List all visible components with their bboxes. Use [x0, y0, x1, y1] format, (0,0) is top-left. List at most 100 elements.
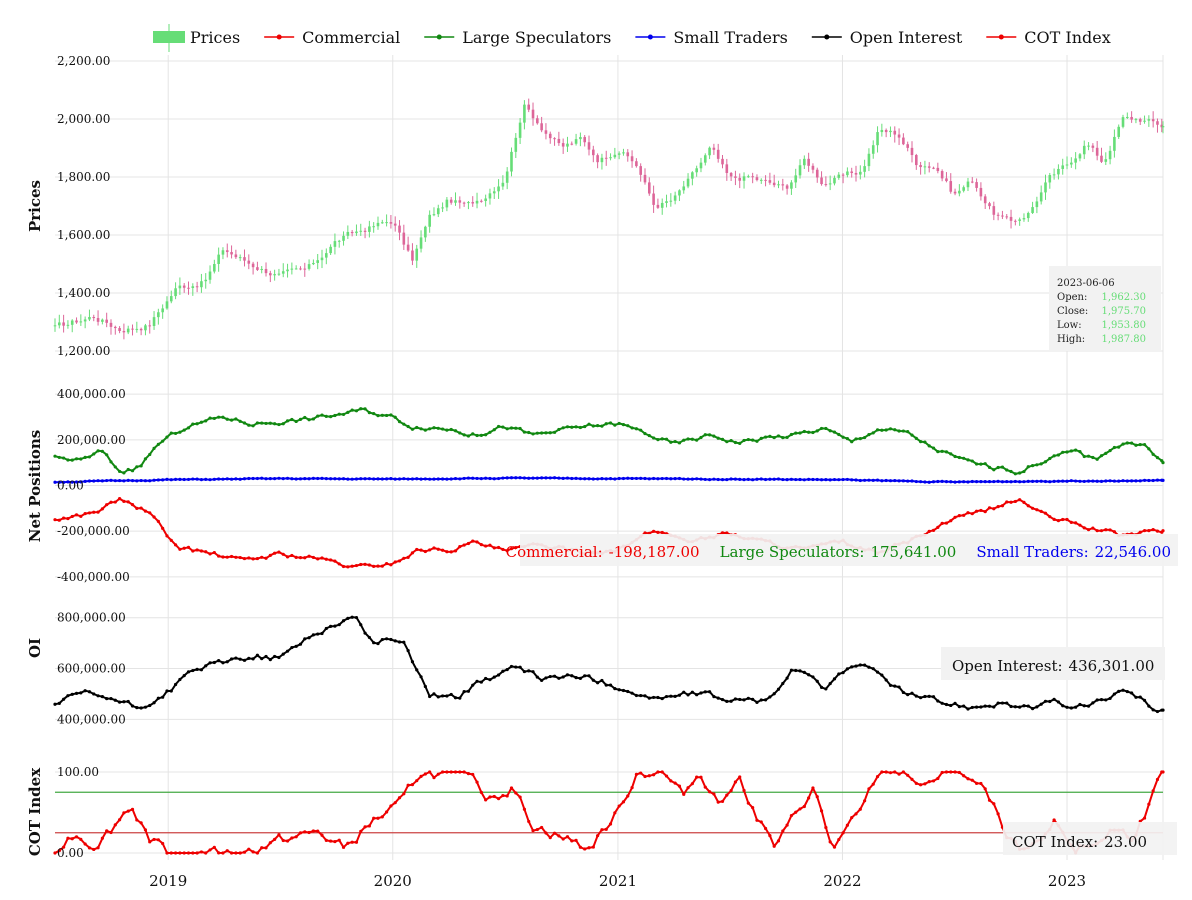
series-point	[1151, 789, 1155, 793]
candle-body	[1044, 182, 1047, 193]
y-tick-label-net_positions: -200,000.00	[57, 524, 130, 538]
series-point	[578, 477, 582, 481]
candle-body	[355, 231, 358, 234]
candle-body	[622, 152, 625, 154]
series-point	[996, 701, 1000, 705]
candle-body	[725, 164, 729, 173]
series-point	[845, 436, 849, 441]
series-point	[496, 545, 501, 550]
series-point	[987, 506, 992, 510]
series-point	[794, 668, 798, 673]
series-point	[535, 675, 539, 679]
series-point	[109, 460, 113, 464]
series-point	[888, 479, 893, 483]
legend[interactable]: Prices Commercial Large Speculators Small T…	[153, 24, 1111, 52]
series-point	[755, 439, 759, 443]
series-point	[389, 804, 393, 808]
series-point	[242, 477, 247, 481]
series-point	[458, 545, 462, 549]
series-point	[518, 795, 522, 799]
series-point	[557, 476, 561, 480]
series-point	[548, 674, 552, 679]
series-point	[1155, 529, 1160, 533]
series-point	[70, 692, 74, 696]
series-point	[53, 454, 57, 458]
legend-item-open-interest[interactable]: Open Interest	[811, 28, 963, 47]
candle-body	[1130, 116, 1133, 120]
series-point	[492, 546, 496, 550]
series-point	[385, 413, 389, 418]
series-point	[471, 772, 475, 777]
series-point	[992, 507, 996, 511]
series-point	[255, 476, 260, 481]
legend-item-large-speculators[interactable]: Large Speculators	[424, 28, 611, 47]
legend-item-cot-index[interactable]: COT Index	[986, 28, 1111, 47]
series-point	[1022, 704, 1026, 708]
series-point	[57, 701, 61, 705]
series-point	[208, 478, 212, 482]
series-point	[354, 615, 359, 620]
series-point	[354, 563, 359, 568]
series-point	[122, 700, 126, 704]
series-point	[165, 851, 169, 855]
series-point	[126, 699, 130, 704]
candle-body	[927, 166, 931, 168]
series-point	[242, 658, 247, 662]
candle-body	[484, 198, 487, 202]
series-point	[759, 477, 763, 481]
series-point	[742, 788, 746, 793]
legend-item-commercial[interactable]: Commercial	[264, 28, 400, 47]
legend-item-prices[interactable]: Prices	[153, 24, 240, 52]
series-point	[1121, 442, 1125, 446]
candle-body	[794, 175, 798, 183]
candle-body	[876, 132, 879, 146]
candle-body	[958, 190, 961, 194]
series-point	[742, 438, 746, 443]
series-point	[139, 478, 143, 483]
series-point	[1099, 454, 1104, 458]
series-point	[208, 848, 212, 852]
candle-body	[755, 177, 759, 181]
series-point	[1125, 689, 1129, 694]
series-point	[875, 670, 880, 674]
series-point	[212, 416, 216, 421]
series-point	[130, 469, 135, 473]
candle-body	[195, 286, 199, 288]
legend-item-small-traders[interactable]: Small Traders	[635, 28, 788, 47]
candle-body	[148, 325, 152, 327]
series-point	[1061, 479, 1065, 483]
series-point	[587, 674, 591, 678]
series-point	[850, 665, 854, 669]
series-point	[505, 794, 509, 798]
series-point	[600, 424, 604, 428]
candle-body	[673, 195, 677, 201]
series-point	[320, 476, 324, 480]
candle-body	[910, 147, 914, 156]
candle-body	[96, 318, 100, 322]
series-point	[686, 477, 690, 481]
series-point	[148, 840, 152, 844]
candle-body	[492, 191, 496, 194]
series-point	[1147, 447, 1151, 451]
series-point	[1082, 479, 1086, 484]
series-point	[1043, 460, 1048, 464]
series-point	[229, 554, 234, 559]
series-point	[423, 772, 427, 776]
series-point	[397, 420, 402, 424]
series-point	[652, 695, 656, 700]
series-point	[376, 477, 380, 481]
series-point	[316, 829, 320, 833]
series-point	[871, 431, 875, 435]
series-point	[440, 427, 445, 431]
candle-body	[75, 320, 78, 323]
series-point	[488, 476, 492, 481]
series-point	[445, 550, 449, 554]
series-point	[677, 441, 682, 445]
y-tick-label-prices: 2,200.00	[57, 54, 110, 68]
series-point	[1030, 707, 1035, 711]
candle-body	[510, 151, 513, 172]
series-point	[453, 770, 458, 774]
x-tick-label: 2019	[149, 872, 187, 890]
series-point	[285, 555, 290, 559]
series-point	[1155, 456, 1160, 460]
